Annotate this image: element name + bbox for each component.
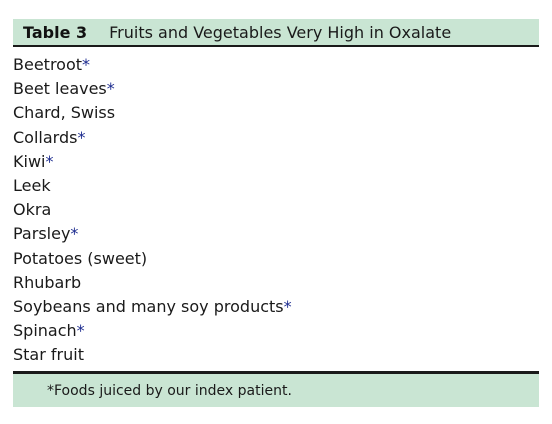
- item-name: Parsley: [13, 224, 71, 244]
- table-row: Chard, Swiss: [13, 101, 539, 125]
- item-name: Spinach: [13, 321, 77, 341]
- table-row: Leek: [13, 174, 539, 198]
- item-name: Kiwi: [13, 151, 46, 171]
- table-row: Spinach*: [13, 319, 539, 343]
- table-footnote: *Foods juiced by our index patient.: [13, 371, 539, 408]
- table-title: Fruits and Vegetables Very High in Oxala…: [109, 22, 452, 42]
- item-name: Beetroot: [13, 55, 83, 74]
- table-row: Rhubarb: [13, 271, 539, 295]
- item-name: Rhubarb: [13, 272, 82, 292]
- table-row: Okra: [13, 198, 539, 222]
- juiced-marker: *: [70, 224, 79, 244]
- oxalate-table: Table 3 Fruits and Vegetables Very High …: [13, 19, 539, 408]
- item-name: Soybeans and many soy products: [13, 296, 284, 316]
- juiced-marker: *: [77, 127, 86, 147]
- item-name: Star fruit: [13, 345, 84, 365]
- item-name: Potatoes (sweet): [13, 248, 148, 268]
- table-row: Soybeans and many soy products*: [13, 295, 539, 319]
- item-name: Okra: [13, 200, 52, 220]
- item-name: Leek: [13, 175, 51, 195]
- juiced-marker: *: [82, 55, 91, 74]
- table-row: Star fruit: [13, 343, 539, 367]
- table-row: Kiwi*: [13, 150, 539, 174]
- table-row: Potatoes (sweet): [13, 247, 539, 271]
- table-row: Beetroot*: [13, 53, 539, 77]
- item-name: Chard, Swiss: [13, 103, 116, 123]
- footnote-text: *Foods juiced by our index patient.: [47, 382, 292, 399]
- table-row: Collards*: [13, 126, 539, 150]
- item-name: Beet leaves: [13, 79, 107, 99]
- item-name: Collards: [13, 127, 78, 147]
- juiced-marker: *: [76, 321, 85, 341]
- juiced-marker: *: [45, 151, 54, 171]
- table-row: Beet leaves*: [13, 77, 539, 101]
- item-list: Beetroot* Beet leaves* Chard, Swiss Collard…: [13, 47, 539, 371]
- table-row: Parsley*: [13, 222, 539, 246]
- table-label: Table 3: [23, 22, 88, 42]
- juiced-marker: *: [283, 296, 292, 316]
- juiced-marker: *: [106, 79, 115, 99]
- table-header: Table 3 Fruits and Vegetables Very High …: [13, 19, 539, 47]
